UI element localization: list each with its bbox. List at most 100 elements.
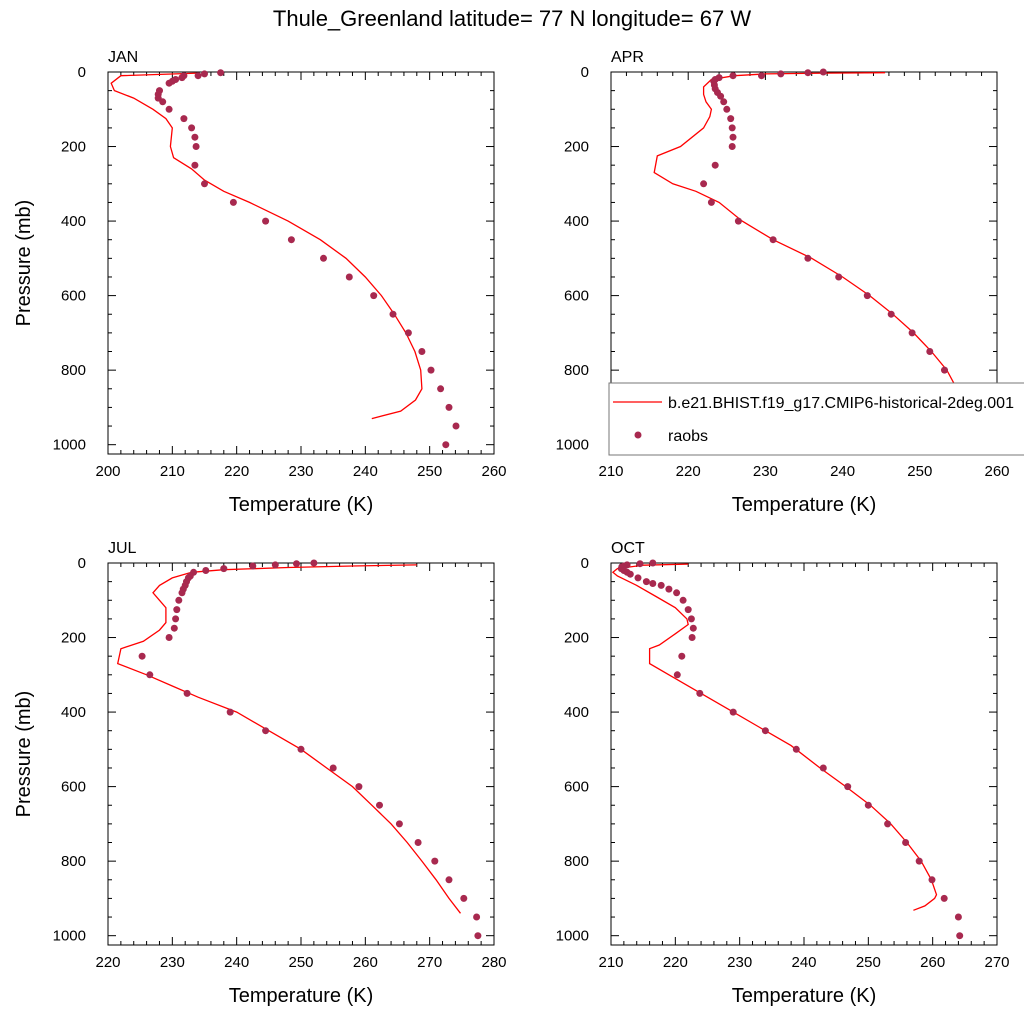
- plot-frame: [610, 562, 998, 946]
- raobs-point: [226, 708, 234, 716]
- x-tick-label: 260: [984, 463, 1009, 480]
- raobs-point: [437, 385, 445, 393]
- raobs-point: [229, 198, 237, 206]
- y-tick-label: 0: [78, 64, 86, 81]
- raobs-point: [220, 565, 228, 573]
- raobs-point: [634, 574, 642, 582]
- raobs-point: [445, 403, 453, 411]
- raobs-point: [460, 894, 468, 902]
- raobs-point: [728, 143, 736, 150]
- raobs-point: [636, 560, 644, 568]
- x-tick-label: 210: [598, 954, 623, 971]
- raobs-point: [473, 913, 481, 921]
- x-tick-label: 230: [753, 463, 778, 480]
- raobs-point: [418, 348, 426, 355]
- raobs-point: [188, 124, 196, 132]
- x-tick-label: 220: [676, 463, 701, 480]
- panel-jul: JUL 220 230 240 250 260 270 280 0 200 400 600 800 100…: [13, 540, 507, 1007]
- raobs-point: [178, 589, 186, 597]
- raobs-point: [941, 366, 948, 374]
- raobs-point: [165, 634, 173, 641]
- plot-frame: [107, 71, 495, 455]
- raobs-point: [201, 180, 208, 188]
- raobs-point: [287, 236, 295, 244]
- raobs-point: [442, 441, 450, 449]
- panels-container: JAN 200 210 220 230 240 250 260 0 200 400 600 800 100…: [13, 49, 1010, 1007]
- raobs-point: [723, 105, 731, 113]
- raobs-point: [178, 74, 186, 82]
- raobs-point: [729, 708, 737, 716]
- raobs-point: [711, 161, 719, 169]
- panel-apr: APR 210 220 230 240 250 260 0 200 400 600 800 1000 Te…: [556, 49, 1010, 516]
- raobs-point: [678, 652, 686, 660]
- x-tick-label: 230: [727, 954, 752, 971]
- x-tick-label: 270: [984, 954, 1009, 971]
- raobs-point: [271, 561, 279, 569]
- y-axis-title: Pressure (mb): [13, 200, 35, 327]
- x-tick-label: 200: [95, 463, 120, 480]
- raobs-point: [370, 292, 378, 300]
- raobs-point: [657, 581, 665, 589]
- raobs-point: [717, 92, 725, 100]
- y-tick-label: 1000: [53, 928, 86, 945]
- x-tick-label: 270: [417, 954, 442, 971]
- raobs-point: [431, 857, 439, 865]
- x-tick-label: 230: [160, 954, 185, 971]
- y-tick-label: 0: [581, 555, 589, 572]
- y-tick-label: 400: [564, 213, 589, 230]
- raobs-point: [180, 115, 188, 123]
- y-tick-label: 200: [61, 630, 86, 647]
- x-axis-title: Temperature (K): [732, 985, 877, 1007]
- x-tick-label: 240: [791, 954, 816, 971]
- raobs-point: [777, 70, 785, 78]
- model-profile-line: [116, 564, 462, 914]
- raobs-point: [191, 161, 199, 169]
- raobs-point: [165, 79, 173, 87]
- raobs-point: [734, 217, 742, 225]
- raobs-point: [728, 124, 736, 132]
- raobs-point: [345, 273, 353, 281]
- raobs-point: [170, 624, 178, 632]
- x-tick-label: 240: [224, 954, 249, 971]
- raobs-point: [389, 310, 397, 318]
- x-tick-label: 260: [481, 463, 506, 480]
- raobs-point: [684, 606, 692, 614]
- raobs-point: [173, 606, 181, 614]
- raobs-point: [679, 596, 687, 604]
- panel-jan: JAN 200 210 220 230 240 250 260 0 200 400 600 800 100…: [13, 49, 507, 516]
- x-axis-title: Temperature (K): [229, 494, 374, 516]
- raobs-point: [707, 198, 715, 206]
- x-tick-label: 250: [288, 954, 313, 971]
- x-tick-label: 250: [907, 463, 932, 480]
- raobs-point: [175, 596, 183, 604]
- raobs-point: [249, 562, 257, 570]
- x-tick-label: 280: [481, 954, 506, 971]
- model-profile-line: [110, 72, 423, 420]
- y-tick-label: 0: [78, 555, 86, 572]
- y-tick-label: 800: [564, 853, 589, 870]
- model-profile-line: [611, 563, 938, 911]
- y-tick-label: 600: [61, 288, 86, 305]
- raobs-point: [376, 801, 383, 809]
- raobs-point: [928, 876, 936, 884]
- y-tick-label: 600: [61, 779, 86, 796]
- panel-oct: OCT 210 220 230 240 250 260 270 0 200 400 600 800 100…: [556, 540, 1010, 1007]
- raobs-point: [761, 727, 769, 735]
- raobs-point: [649, 559, 657, 567]
- raobs-point: [727, 115, 735, 123]
- x-tick-label: 230: [288, 463, 313, 480]
- raobs-point: [445, 876, 453, 884]
- x-tick-label: 220: [663, 954, 688, 971]
- x-axis-title: Temperature (K): [229, 985, 374, 1007]
- raobs-point: [217, 69, 225, 77]
- raobs-point: [819, 68, 827, 76]
- panel-label: APR: [611, 49, 644, 66]
- raobs-point: [689, 624, 697, 632]
- raobs-point: [159, 98, 167, 106]
- raobs-point: [687, 615, 695, 623]
- raobs-point: [720, 98, 728, 106]
- raobs-point: [804, 254, 812, 262]
- raobs-point: [262, 727, 270, 735]
- raobs-point: [769, 236, 777, 244]
- x-tick-label: 250: [417, 463, 442, 480]
